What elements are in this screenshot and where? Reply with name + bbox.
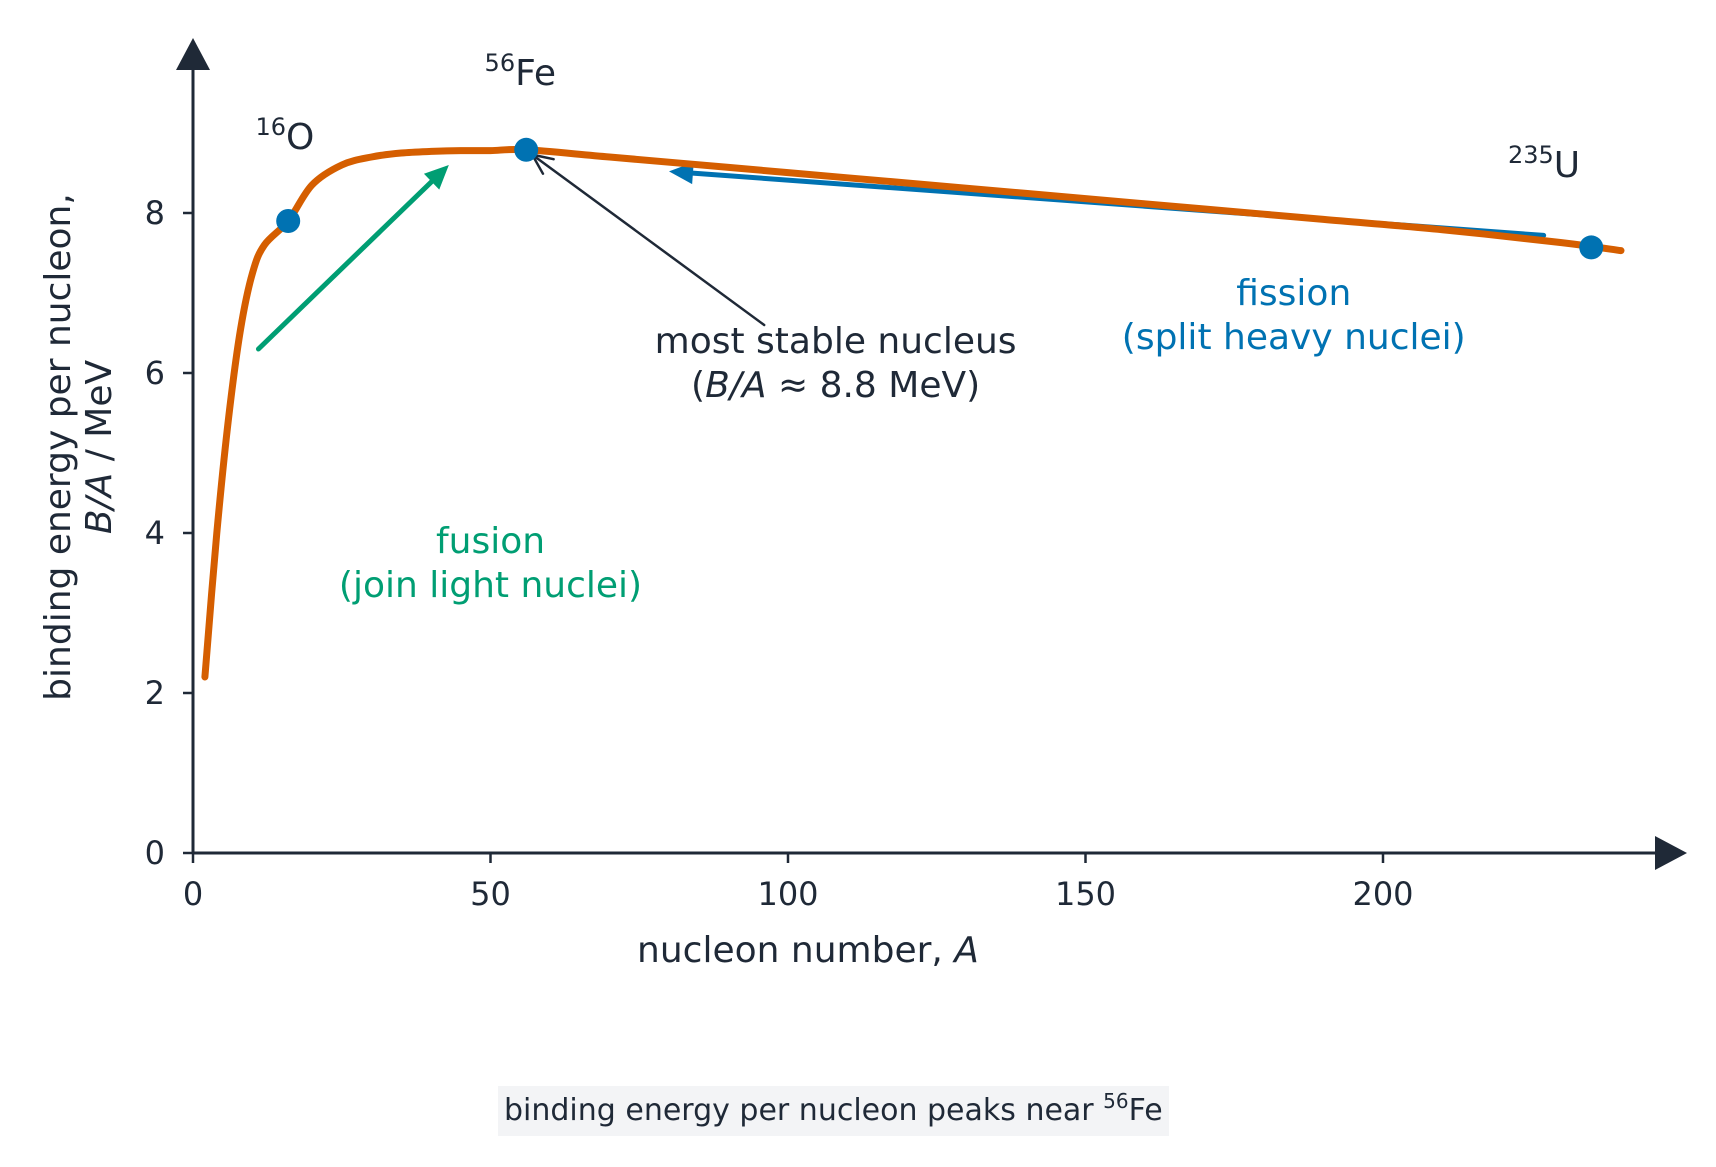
nuclide-mass-number: 16 <box>255 113 286 141</box>
x-axis-label-text: nucleon number, <box>637 930 954 971</box>
y-axis-label-symbol: B/A <box>79 473 120 534</box>
stable-pointer-shaft <box>530 153 766 327</box>
nuclide-symbol: Fe <box>515 53 556 94</box>
nuclide-symbol: U <box>1554 145 1580 186</box>
fusion-label-line1: fusion <box>436 521 545 562</box>
binding-energy-curve <box>201 145 1625 681</box>
x-tick-label: 50 <box>470 875 511 913</box>
annotations: fusion (join light nuclei) fission (spli… <box>339 273 1466 606</box>
fusion-arrow-shaft <box>255 174 440 352</box>
x-tick-label: 100 <box>757 875 818 913</box>
fission-label-line1: fission <box>1236 273 1351 314</box>
x-axis-label-symbol: A <box>952 930 979 971</box>
nuclide-label: 56Fe <box>485 49 556 94</box>
x-ticks: 0 50 100 150 200 <box>183 853 1414 913</box>
x-axis-label: nucleon number, A <box>637 930 979 971</box>
x-tick-label: 0 <box>183 875 203 913</box>
fission-label-line2: (split heavy nuclei) <box>1122 317 1466 358</box>
y-axis-label-unit: / MeV <box>79 359 120 472</box>
x-axis-arrowhead <box>1655 836 1687 870</box>
stable-label-line2: (B/A ≈ 8.8 MeV) <box>691 365 980 406</box>
y-tick-label: 0 <box>145 834 165 872</box>
y-axis-label-line2: B/A / MeV <box>79 359 120 534</box>
y-tick-label: 6 <box>145 354 165 392</box>
fusion-label-line2: (join light nuclei) <box>339 565 642 606</box>
stable-label-value: ≈ 8.8 MeV) <box>767 365 981 406</box>
nuclide-mass-number: 235 <box>1508 141 1554 169</box>
y-ticks: 0 2 4 6 8 <box>145 194 193 872</box>
y-axis-label: binding energy per nucleon, B/A / MeV <box>38 193 120 701</box>
fission-arrow-head <box>669 162 694 185</box>
caption-element: Fe <box>1128 1093 1163 1128</box>
nuclide-point <box>514 137 539 162</box>
x-tick-label: 150 <box>1055 875 1116 913</box>
y-tick-label: 4 <box>145 514 165 552</box>
x-tick-label: 200 <box>1352 875 1413 913</box>
stable-pointer <box>529 152 766 327</box>
y-axis-arrowhead <box>176 38 210 70</box>
stable-label-symbol: B/A <box>705 365 766 406</box>
nuclide-labels: 16O 56Fe 235U <box>255 49 1580 186</box>
axes <box>176 38 1687 870</box>
fusion-arrow <box>255 165 449 352</box>
stable-label-open: ( <box>691 365 705 406</box>
nuclide-symbol: O <box>286 117 314 158</box>
nuclide-point <box>1579 235 1604 260</box>
nuclide-point <box>276 209 301 233</box>
y-tick-label: 2 <box>145 674 165 712</box>
nuclide-points <box>276 137 1604 260</box>
caption-mass-number: 56 <box>1103 1089 1129 1113</box>
stable-label-line1: most stable nucleus <box>655 321 1017 362</box>
y-tick-label: 8 <box>145 194 165 232</box>
figure-caption: binding energy per nucleon peaks near 56… <box>498 1086 1169 1136</box>
nuclide-mass-number: 56 <box>485 49 516 77</box>
nuclide-label: 235U <box>1508 141 1580 186</box>
fusion-arrow-head <box>423 165 449 190</box>
nuclide-label: 16O <box>255 113 314 158</box>
y-axis-label-line1: binding energy per nucleon, <box>38 193 79 701</box>
caption-text: binding energy per nucleon peaks near <box>504 1093 1104 1128</box>
